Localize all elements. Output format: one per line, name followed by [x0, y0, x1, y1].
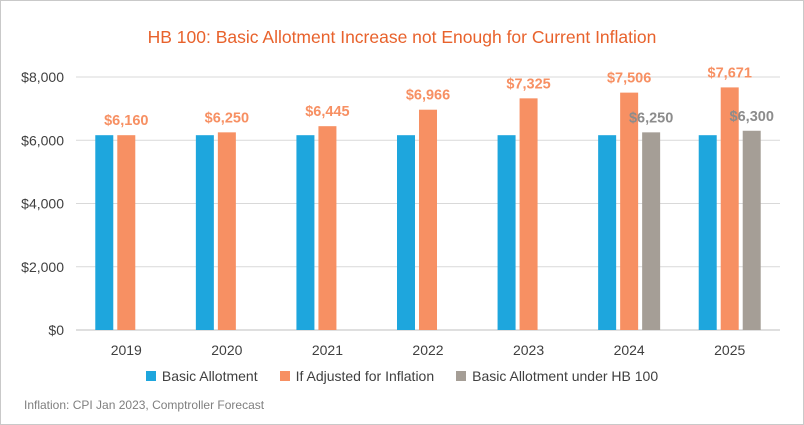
- legend-label-inflation: If Adjusted for Inflation: [295, 368, 435, 384]
- x-tick-label: 2023: [513, 342, 544, 358]
- legend-item-hb100: Basic Allotment under HB 100: [456, 368, 658, 384]
- bar: [598, 135, 617, 330]
- bar: [397, 135, 415, 330]
- bar: [217, 132, 236, 330]
- bar: [95, 135, 114, 330]
- x-tick-label: 2019: [111, 342, 142, 358]
- bar: [419, 109, 437, 330]
- data-label: $6,250: [205, 110, 249, 126]
- y-tick-label: $4,000: [21, 196, 64, 212]
- data-label: $6,250: [629, 110, 673, 126]
- legend-item-basic-allotment: Basic Allotment: [145, 368, 258, 384]
- y-tick-label: $6,000: [21, 132, 64, 148]
- data-label: $6,966: [406, 88, 450, 104]
- bar: [698, 135, 717, 330]
- bar: [720, 87, 739, 330]
- data-label: $7,506: [607, 71, 651, 87]
- bar: [620, 92, 639, 331]
- bar: [519, 98, 538, 330]
- bar: [195, 135, 214, 330]
- legend-swatch-inflation: [279, 371, 290, 381]
- data-label: $6,160: [104, 113, 148, 129]
- chart-title: HB 100: Basic Allotment Increase not Eno…: [147, 27, 657, 47]
- y-tick-label: $8,000: [21, 69, 64, 85]
- data-label: $6,300: [730, 109, 774, 125]
- bar: [742, 130, 761, 330]
- x-tick-label: 2022: [412, 342, 443, 358]
- data-label: $7,671: [708, 65, 752, 81]
- bar: [642, 132, 661, 330]
- bar: [497, 135, 516, 330]
- y-tick-label: $0: [48, 322, 64, 338]
- x-tick-label: 2024: [614, 342, 645, 358]
- legend-label-basic-allotment: Basic Allotment: [161, 368, 258, 384]
- legend-label-hb100: Basic Allotment under HB 100: [472, 368, 659, 384]
- legend: Basic Allotment If Adjusted for Inflatio…: [0, 368, 804, 384]
- bar: [296, 135, 315, 330]
- data-label: $7,325: [506, 76, 550, 92]
- bar: [318, 126, 337, 330]
- x-tick-label: 2025: [714, 342, 745, 358]
- bar: [117, 135, 136, 330]
- x-tick-label: 2020: [211, 342, 242, 358]
- data-label: $6,445: [305, 104, 349, 120]
- legend-swatch-basic-allotment: [145, 371, 156, 381]
- legend-item-inflation: If Adjusted for Inflation: [279, 368, 435, 384]
- y-tick-label: $2,000: [21, 259, 64, 275]
- x-tick-label: 2021: [312, 342, 343, 358]
- source-note: Inflation: CPI Jan 2023, Comptroller For…: [24, 398, 265, 412]
- legend-swatch-hb100: [456, 371, 467, 381]
